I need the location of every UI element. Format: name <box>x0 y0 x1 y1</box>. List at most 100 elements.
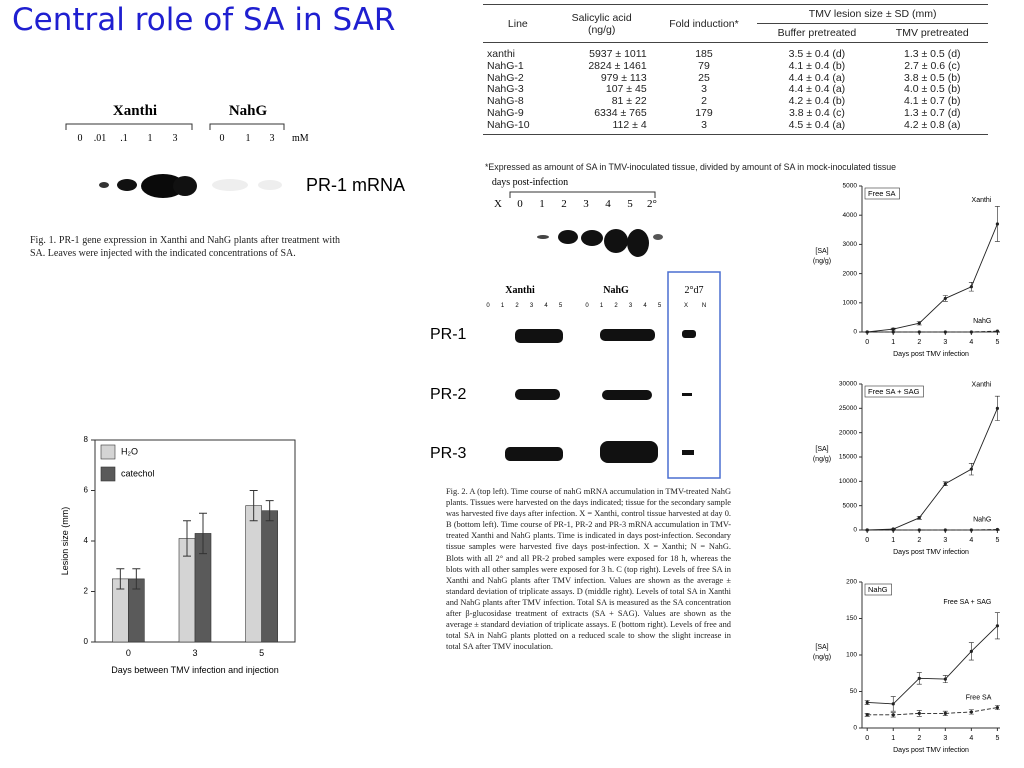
lane-label: 0 <box>486 303 490 309</box>
table-header: Salicylic acid (ng/g) <box>552 4 651 43</box>
probe-label: PR-1 <box>430 326 467 343</box>
error-bar <box>968 282 974 292</box>
lane-label: X <box>684 303 688 309</box>
table-cell: 25 <box>698 71 710 84</box>
lane-label: N <box>702 303 706 309</box>
error-bar <box>942 295 948 302</box>
table-cell: 4.5 ± 0.4 (a) <box>757 119 877 135</box>
y-tick-label: 25000 <box>839 405 857 412</box>
y-tick-label: 0 <box>853 527 857 534</box>
data-point <box>995 527 999 532</box>
error-bar <box>942 710 948 716</box>
y-tick-label: 4 <box>84 536 89 545</box>
bar <box>245 505 262 643</box>
x-tick-label: 3 <box>943 339 947 346</box>
data-point <box>917 330 921 334</box>
error-bar <box>890 696 896 712</box>
error-bar <box>116 568 125 590</box>
table-cell: 979 ± 113 <box>600 71 647 84</box>
series-label: Xanthi <box>972 197 992 204</box>
highlight-box <box>667 271 721 479</box>
error-bar <box>968 709 974 715</box>
lane-labels: 0 .01 .1 1 3 0 1 3 <box>78 133 275 144</box>
x-tick-label: 0 <box>126 648 131 658</box>
lane-label: 4 <box>544 303 548 309</box>
table-row: NahG-2 979 ± 113 25 4.4 ± 0.4 (a) 3.8 ± 0.5 … <box>483 71 988 85</box>
error-bar <box>890 712 896 718</box>
series-label: Xanthi <box>972 381 992 388</box>
chart-title: Free SA + SAG <box>868 387 920 396</box>
data-point <box>865 528 869 532</box>
table-cell: NahG-2 <box>487 71 524 84</box>
legend-label: H₂O <box>121 446 138 456</box>
y-tick-label: 4000 <box>843 212 858 219</box>
y-tick-label: 3000 <box>843 241 858 248</box>
error-bar <box>968 642 974 661</box>
x-tick-label: 5 <box>259 648 264 658</box>
table-cell: 6334 ± 765 <box>594 106 647 119</box>
x-axis-label: Days between TMV infection and injection <box>111 665 278 675</box>
figure-caption: Fig. 1. PR-1 gene expression in Xanthi a… <box>30 235 340 259</box>
lane-label: 2 <box>561 198 567 210</box>
lane-label: 3 <box>270 133 275 144</box>
table-cell: 81 ± 22 <box>611 95 647 108</box>
blot-figure-1: Xanthi NahG 0 .01 .1 1 3 0 1 3 mM PR-1 mRNA <box>65 103 405 198</box>
error-bar <box>916 710 922 717</box>
x-axis-label: Days post TMV infection <box>893 351 969 358</box>
lane-label: 4 <box>643 303 647 309</box>
y-tick-label: 2000 <box>843 270 858 277</box>
lane-labels: 0 1 2 3 4 5 0 1 2 3 4 5 X N <box>486 303 706 309</box>
bar <box>261 510 278 643</box>
table-footnote: *Expressed as amount of SA in TMV-inocul… <box>485 162 897 172</box>
group-label: NahG <box>603 285 629 296</box>
x-axis-label: Days post TMV infection <box>893 747 969 754</box>
line-chart: 0 1000 2000 3000 4000 5000 0 1 2 3 4 5 [SA] (ng/g) Day… <box>813 183 1000 358</box>
table-cell: 3 <box>701 83 707 96</box>
data-point <box>943 330 947 334</box>
x-tick-label: 2 <box>917 735 921 742</box>
table-body: xanthi 5937 ± 1011 185 3.5 ± 0.4 (d) 1.3 ± 0… <box>483 43 988 135</box>
table-header: TMV lesion size ± SD (mm) <box>757 4 988 24</box>
lane-label: .1 <box>120 133 128 144</box>
error-bar <box>199 512 207 555</box>
group-label: 2°d7 <box>685 285 704 296</box>
lane-label: 3 <box>530 303 534 309</box>
error-bar <box>994 612 1000 640</box>
line-chart: 0 50 100 150 200 0 1 2 3 4 5 [SA] (ng/g) Days post TM… <box>813 579 1000 754</box>
table-cell: NahG-3 <box>487 83 524 96</box>
legend-label: catechol <box>121 468 155 478</box>
table-subheader: TMV pretreated <box>876 23 988 43</box>
x-tick-label: 5 <box>995 339 999 346</box>
table-cell: 185 <box>695 48 713 60</box>
series-line <box>867 625 998 705</box>
table-row: NahG-9 6334 ± 765 179 3.8 ± 0.4 (c) 1.3 ± 0.… <box>483 106 988 120</box>
data-point <box>969 528 973 532</box>
data-point <box>891 528 895 532</box>
table-cell: 3.8 ± 0.4 (c) <box>788 106 845 119</box>
lane-label: 0 <box>220 133 225 144</box>
table-row: xanthi 5937 ± 1011 185 3.5 ± 0.4 (d) 1.3 ± 0… <box>483 43 988 61</box>
table-cell: 1.3 ± 0.5 (d) <box>903 48 961 60</box>
table-row: NahG-10 112 ± 4 3 4.5 ± 0.4 (a) 4.2 ± 0.8 (a… <box>483 119 988 135</box>
lane-label: 0 <box>585 303 589 309</box>
table-cell: 179 <box>695 106 713 119</box>
x-tick-label: 4 <box>969 339 973 346</box>
table-cell: 4.1 ± 0.7 (b) <box>903 95 961 108</box>
x-tick-label: 4 <box>969 735 973 742</box>
lane-label: 2 <box>515 303 519 309</box>
group-label: NahG <box>229 103 268 119</box>
lane-label: 3 <box>173 133 178 144</box>
series-line <box>867 330 998 333</box>
x-tick-label: 1 <box>891 537 895 544</box>
x-tick-label: 4 <box>969 537 973 544</box>
table-cell: 2.7 ± 0.6 (c) <box>904 59 961 72</box>
x-tick-label: 2 <box>917 537 921 544</box>
x-tick-label: 2 <box>917 339 921 346</box>
table-cell: 3 <box>650 119 758 135</box>
probe-label: PR-1 mRNA <box>306 175 405 195</box>
table-cell: 4.1 ± 0.4 (b) <box>788 59 846 72</box>
series-label: NahG <box>973 517 991 524</box>
title-box <box>864 385 924 398</box>
x-tick-label: 3 <box>943 537 947 544</box>
